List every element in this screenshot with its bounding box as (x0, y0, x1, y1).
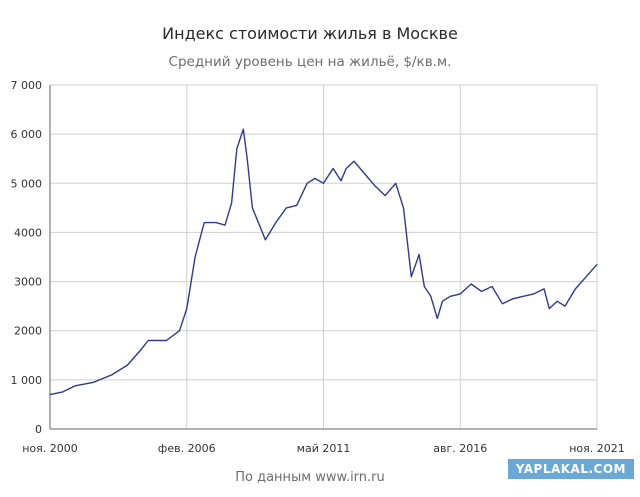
chart-title: Индекс стоимости жилья в Москве (162, 24, 458, 43)
y-tick-label: 5 000 (11, 177, 43, 190)
x-tick-label: май 2011 (297, 442, 351, 455)
x-tick-label: ноя. 2000 (22, 442, 78, 455)
y-tick-label: 6 000 (11, 128, 43, 141)
y-tick-label: 3000 (14, 276, 42, 289)
source-note: По данным www.irn.ru (235, 470, 385, 485)
x-tick-label: ноя. 2021 (569, 442, 625, 455)
y-tick-label: 0 (35, 423, 42, 436)
y-tick-label: 4000 (14, 226, 42, 239)
chart-subtitle: Средний уровень цен на жильё, $/кв.м. (168, 54, 452, 70)
y-tick-label: 1 000 (11, 374, 43, 387)
price-index-line (49, 128, 598, 396)
watermark-logo: YAPLAKAL.COM (507, 459, 634, 479)
y-tick-label: 7 000 (11, 79, 43, 92)
x-tick-label: авг. 2016 (433, 442, 487, 455)
y-tick-label: 2000 (14, 325, 42, 338)
x-tick-label: фев. 2006 (158, 442, 216, 455)
